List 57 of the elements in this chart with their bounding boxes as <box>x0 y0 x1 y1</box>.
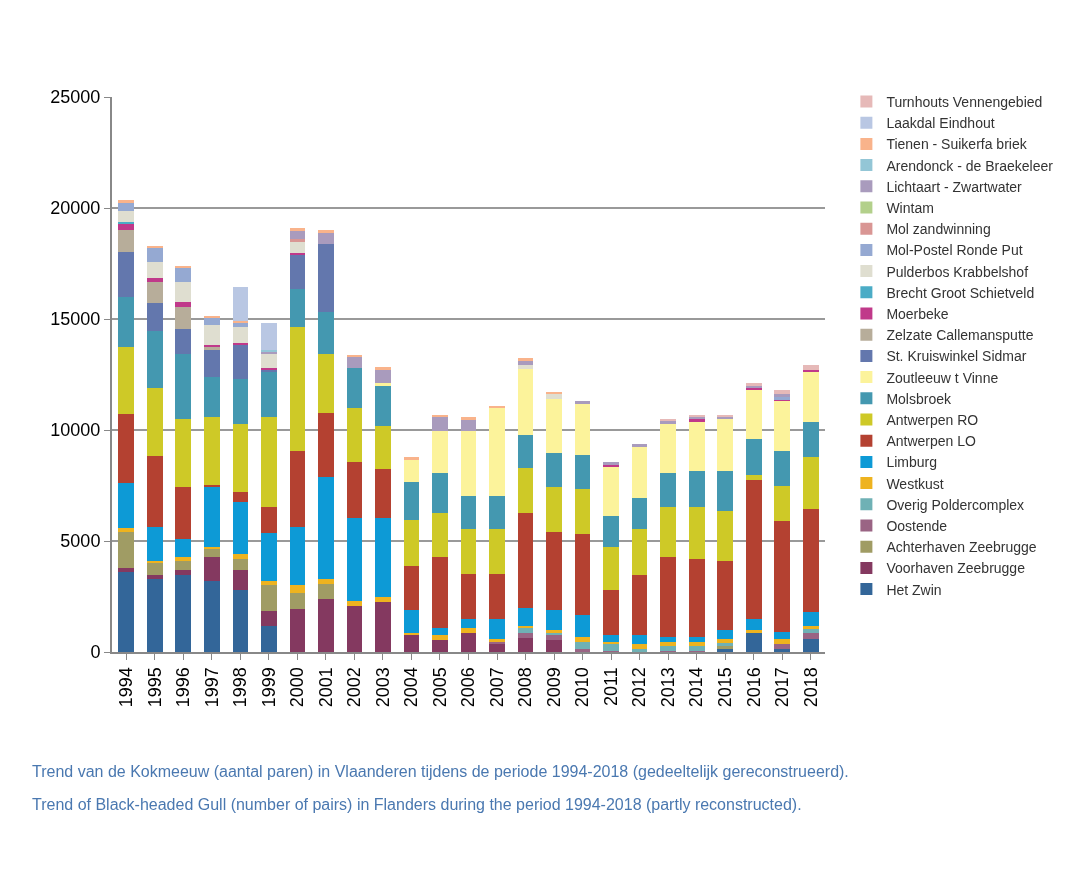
x-tick-label: 1995 <box>144 667 165 708</box>
legend-label: Turnhouts Vennengebied <box>886 93 1043 110</box>
legend-label: Antwerpen RO <box>886 411 979 428</box>
x-tick-label: 2006 <box>458 667 479 708</box>
legend-label: Het Zwin <box>886 581 942 598</box>
y-tick-label: 10000 <box>50 420 101 441</box>
x-tick-label: 1998 <box>230 667 251 708</box>
x-tick-label: 1999 <box>258 667 279 708</box>
legend-label: Overig Poldercomplex <box>886 496 1025 513</box>
legend-label: Moerbeke <box>886 305 949 322</box>
x-tick-label: 2010 <box>572 667 593 708</box>
x-tick-label: 1996 <box>173 667 194 708</box>
x-tick-label: 2018 <box>800 667 821 708</box>
legend-label: Molsbroek <box>886 390 952 407</box>
x-tick-label: 1994 <box>116 667 137 708</box>
legend-label: Mol-Postel Ronde Put <box>886 242 1023 259</box>
x-tick-label: 2012 <box>629 667 650 708</box>
y-tick-label: 0 <box>90 642 101 663</box>
legend-label: Zoutleeuw t Vinne <box>886 369 999 386</box>
legend-label: Achterhaven Zeebrugge <box>886 539 1037 556</box>
text: Trend van de Kokmeeuw (aantal paren) in Vlaanderen tijdens de periode 1994-2018 (gedeeltelijk gereconstrueerd). <box>32 763 849 780</box>
legend-label: Laakdal Eindhout <box>886 115 995 132</box>
y-tick-label: 5000 <box>60 531 101 552</box>
x-tick-label: 2016 <box>743 667 764 708</box>
x-tick-label: 2000 <box>287 667 308 708</box>
legend-label: Wintam <box>886 199 934 216</box>
y-tick-label: 15000 <box>50 309 101 330</box>
legend-label: Zelzate Callemansputte <box>886 327 1034 344</box>
legend-label: Lichtaart - Zwartwater <box>886 178 1023 195</box>
x-tick-label: 2001 <box>315 667 336 708</box>
x-tick-label: 2002 <box>344 667 365 708</box>
x-tick-label: 2005 <box>429 667 450 708</box>
x-tick-label: 2004 <box>401 667 422 708</box>
legend-label: Arendonck - de Braekeleer <box>886 157 1054 174</box>
x-tick-label: 1997 <box>201 667 222 708</box>
x-tick-label: 2013 <box>657 667 678 708</box>
legend-label: Limburg <box>886 454 937 471</box>
legend-label: Westkust <box>886 475 944 492</box>
y-tick-label: 20000 <box>50 198 101 219</box>
x-tick-label: 2009 <box>543 667 564 708</box>
x-tick-label: 2015 <box>715 667 736 708</box>
x-tick-label: 2003 <box>372 667 393 708</box>
legend-label: Mol zandwinning <box>886 221 991 238</box>
legend-label: Pulderbos Krabbelshof <box>886 263 1029 280</box>
text: Trend of Black-headed Gull (number of pairs) in Flanders during the period 1994-2018 (partly reconstructed). <box>32 796 802 813</box>
x-tick-label: 2008 <box>515 667 536 708</box>
x-tick-label: 2017 <box>772 667 793 708</box>
legend-label: Tienen - Suikerfa briek <box>886 136 1028 153</box>
legend-label: Brecht Groot Schietveld <box>886 284 1035 301</box>
legend-label: St. Kruiswinkel Sidmar <box>886 348 1027 365</box>
legend-label: Voorhaven Zeebrugge <box>886 560 1026 577</box>
legend-label: Oostende <box>886 517 948 534</box>
y-tick-label: 25000 <box>50 87 101 108</box>
x-tick-label: 2007 <box>486 667 507 708</box>
x-tick-label: 2014 <box>686 667 707 708</box>
legend-label: Antwerpen LO <box>886 433 976 450</box>
x-tick-label: 2011 <box>600 667 621 706</box>
